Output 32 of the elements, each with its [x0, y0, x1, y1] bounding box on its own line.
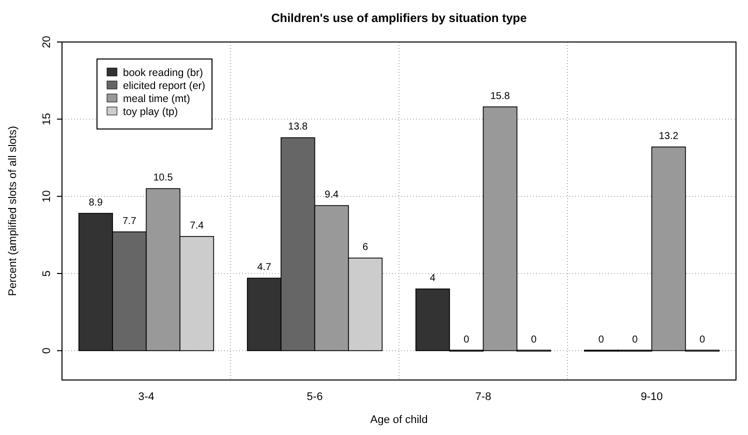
y-tick-label: 15	[41, 113, 53, 126]
chart-title: Children's use of amplifiers by situation type	[271, 11, 528, 25]
data-label: 0	[632, 334, 638, 346]
data-label: 0	[531, 334, 538, 346]
data-label: 13.2	[658, 130, 679, 142]
legend-label: book reading (br)	[123, 67, 203, 79]
y-tick-label: 0	[41, 348, 53, 354]
y-tick-label: 5	[41, 270, 53, 277]
legend-label: toy play (tp)	[123, 106, 178, 118]
data-label: 8.9	[88, 197, 104, 208]
data-label: 10.5	[153, 172, 174, 184]
y-tick-label: 20	[41, 36, 53, 48]
x-tick-label: 7-8	[475, 391, 492, 403]
data-label: 7.4	[190, 220, 204, 232]
x-axis-title: Age of child	[370, 414, 428, 426]
y-tick-label: 10	[41, 190, 53, 202]
x-tick-label: 9-10	[640, 391, 663, 403]
x-tick-label: 5-6	[306, 391, 323, 403]
data-label: 6	[362, 242, 369, 254]
y-axis-title: Percent (amplified slots of all slots)	[7, 126, 19, 296]
data-label: 0	[598, 334, 604, 346]
data-label: 0	[700, 334, 706, 346]
data-label: 9.4	[324, 190, 339, 201]
data-label: 7.7	[122, 216, 137, 227]
data-label: 4.7	[257, 262, 272, 274]
data-label: 15.8	[490, 90, 510, 102]
data-label: 0	[464, 334, 470, 346]
legend-label: elicited report (er)	[123, 80, 206, 92]
data-label: 4	[430, 272, 436, 284]
x-tick-label: 3-4	[138, 391, 154, 403]
legend-label: meal time (mt)	[123, 93, 190, 105]
data-label: 13.8	[288, 122, 308, 133]
